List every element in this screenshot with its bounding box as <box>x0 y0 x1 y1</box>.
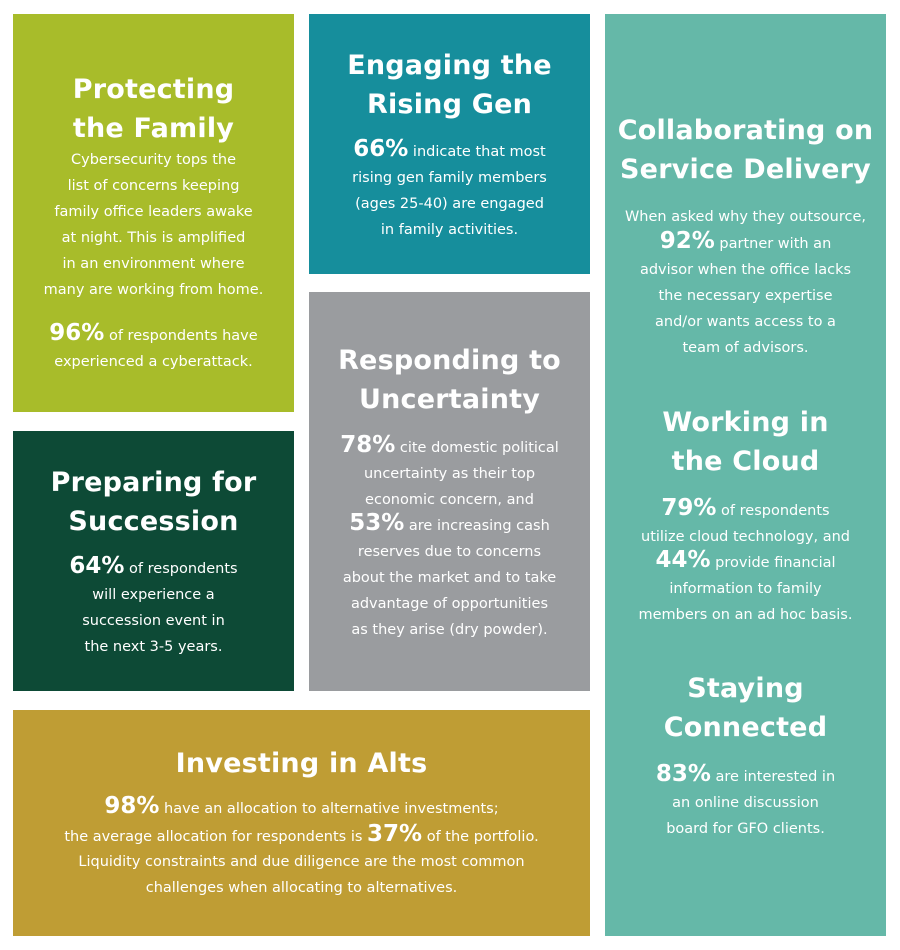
stat-96-percent: 96% <box>49 320 105 346</box>
protecting-family-tile: Protecting the Family Cybersecurity tops… <box>13 14 294 412</box>
collab-stat-text: partner with an advisor when the office … <box>639 236 852 356</box>
alts-title: Investing in Alts <box>175 748 428 779</box>
collab-stat-block: 92% partner with an advisor when the off… <box>605 228 886 361</box>
uncertainty-title: Responding to Uncertainty <box>338 345 561 415</box>
protecting-family-stat-block: 96% of respondents have experienced a cy… <box>13 320 294 375</box>
stat-98-percent: 98% <box>104 793 160 819</box>
cloud-title: Working in the Cloud <box>662 407 829 477</box>
stat-66-percent: 66% <box>353 136 409 162</box>
succession-stat-text: of respondents will experience a success… <box>82 561 238 655</box>
cloud-stat2-block: 44% provide financial information to fam… <box>605 547 886 628</box>
uncertainty-stat2-text: are increasing cash reserves due to conc… <box>342 518 557 638</box>
rising-gen-stat-text: indicate that most rising gen family mem… <box>352 144 547 238</box>
alts-line2: the average allocation for respondents i… <box>13 821 590 850</box>
succession-tile: Preparing for Succession 64% of responde… <box>13 431 294 691</box>
stat-83-percent: 83% <box>655 761 711 787</box>
cloud-stat1-text: of respondents utilize cloud technology,… <box>641 503 850 545</box>
uncertainty-stat2-block: 53% are increasing cash reserves due to … <box>309 510 590 643</box>
stat-92-percent: 92% <box>659 228 715 254</box>
succession-title: Preparing for Succession <box>50 467 257 537</box>
alts-line1-text: have an allocation to alternative invest… <box>159 801 499 817</box>
cloud-stat2-text: provide financial information to family … <box>638 555 853 623</box>
stat-79-percent: 79% <box>661 495 717 521</box>
alts-line2-post: of the portfolio. <box>422 829 539 845</box>
cloud-stat1-block: 79% of respondents utilize cloud technol… <box>605 495 886 550</box>
connected-title: Staying Connected <box>663 673 828 743</box>
succession-stat-block: 64% of respondents will experience a suc… <box>13 553 294 660</box>
stat-78-percent: 78% <box>340 432 396 458</box>
protecting-family-title: Protecting the Family <box>72 74 235 144</box>
uncertainty-stat1-block: 78% cite domestic political uncertainty … <box>309 432 590 513</box>
rising-gen-stat-block: 66% indicate that most rising gen family… <box>309 136 590 243</box>
protecting-family-body: Cybersecurity tops the list of concerns … <box>43 152 264 298</box>
stat-44-percent: 44% <box>655 547 711 573</box>
protecting-family-stat-text: of respondents have experienced a cybera… <box>54 328 258 370</box>
stat-37-percent: 37% <box>367 821 423 847</box>
alts-line1: 98% have an allocation to alternative in… <box>13 793 590 822</box>
connected-stat-text: are interested in an online discussion b… <box>666 769 836 837</box>
alts-tile: Investing in Alts 98% have an allocation… <box>13 710 590 936</box>
connected-stat-block: 83% are interested in an online discussi… <box>605 761 886 842</box>
alts-line3: Liquidity constraints and due diligence … <box>78 854 525 896</box>
uncertainty-stat1-text: cite domestic political uncertainty as t… <box>363 440 559 508</box>
stat-64-percent: 64% <box>69 553 125 579</box>
collab-title: Collaborating on Service Delivery <box>617 115 874 185</box>
right-column-tile: Collaborating on Service Delivery When a… <box>605 14 886 936</box>
rising-gen-tile: Engaging the Rising Gen 66% indicate tha… <box>309 14 590 274</box>
collab-intro: When asked why they outsource, <box>624 209 867 225</box>
alts-line2-pre: the average allocation for respondents i… <box>64 829 368 845</box>
stat-53-percent: 53% <box>349 510 405 536</box>
uncertainty-tile: Responding to Uncertainty 78% cite domes… <box>309 292 590 691</box>
rising-gen-title: Engaging the Rising Gen <box>347 50 552 120</box>
